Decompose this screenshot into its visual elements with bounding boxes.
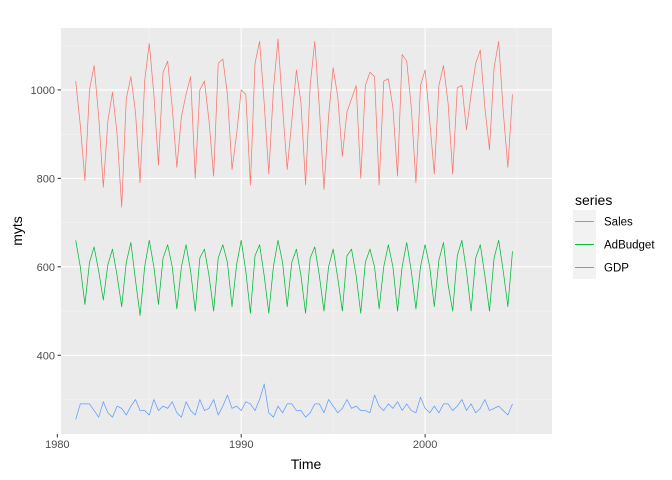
legend-label-adbudget: AdBudget	[604, 240, 655, 252]
x-axis-title: Time	[291, 456, 322, 472]
y-axis-title: myts	[9, 216, 25, 246]
major-gridlines	[56, 28, 552, 434]
x-tick-label: 1990	[229, 439, 253, 451]
series-line-sales	[75, 38, 513, 208]
x-axis: 1980 1990 2000	[45, 434, 437, 451]
x-tick-label: 2000	[413, 439, 437, 451]
series-line-adbudget	[75, 239, 513, 316]
legend-label-sales: Sales	[604, 217, 633, 229]
minor-gridlines	[61, 28, 552, 434]
series-line-gdp	[75, 383, 513, 420]
y-tick-label: 600	[37, 262, 55, 274]
plot-panel	[61, 28, 552, 434]
x-tick-label: 1980	[45, 439, 69, 451]
y-axis: 400 600 800 1000	[31, 85, 61, 362]
legend-label-gdp: GDP	[604, 263, 629, 275]
series-lines	[75, 38, 513, 420]
y-tick-label: 800	[37, 173, 55, 185]
y-tick-label: 1000	[31, 85, 55, 97]
legend: series Sales AdBudget GDP	[573, 192, 655, 279]
y-tick-label: 400	[37, 350, 55, 362]
legend-title: series	[575, 192, 612, 208]
